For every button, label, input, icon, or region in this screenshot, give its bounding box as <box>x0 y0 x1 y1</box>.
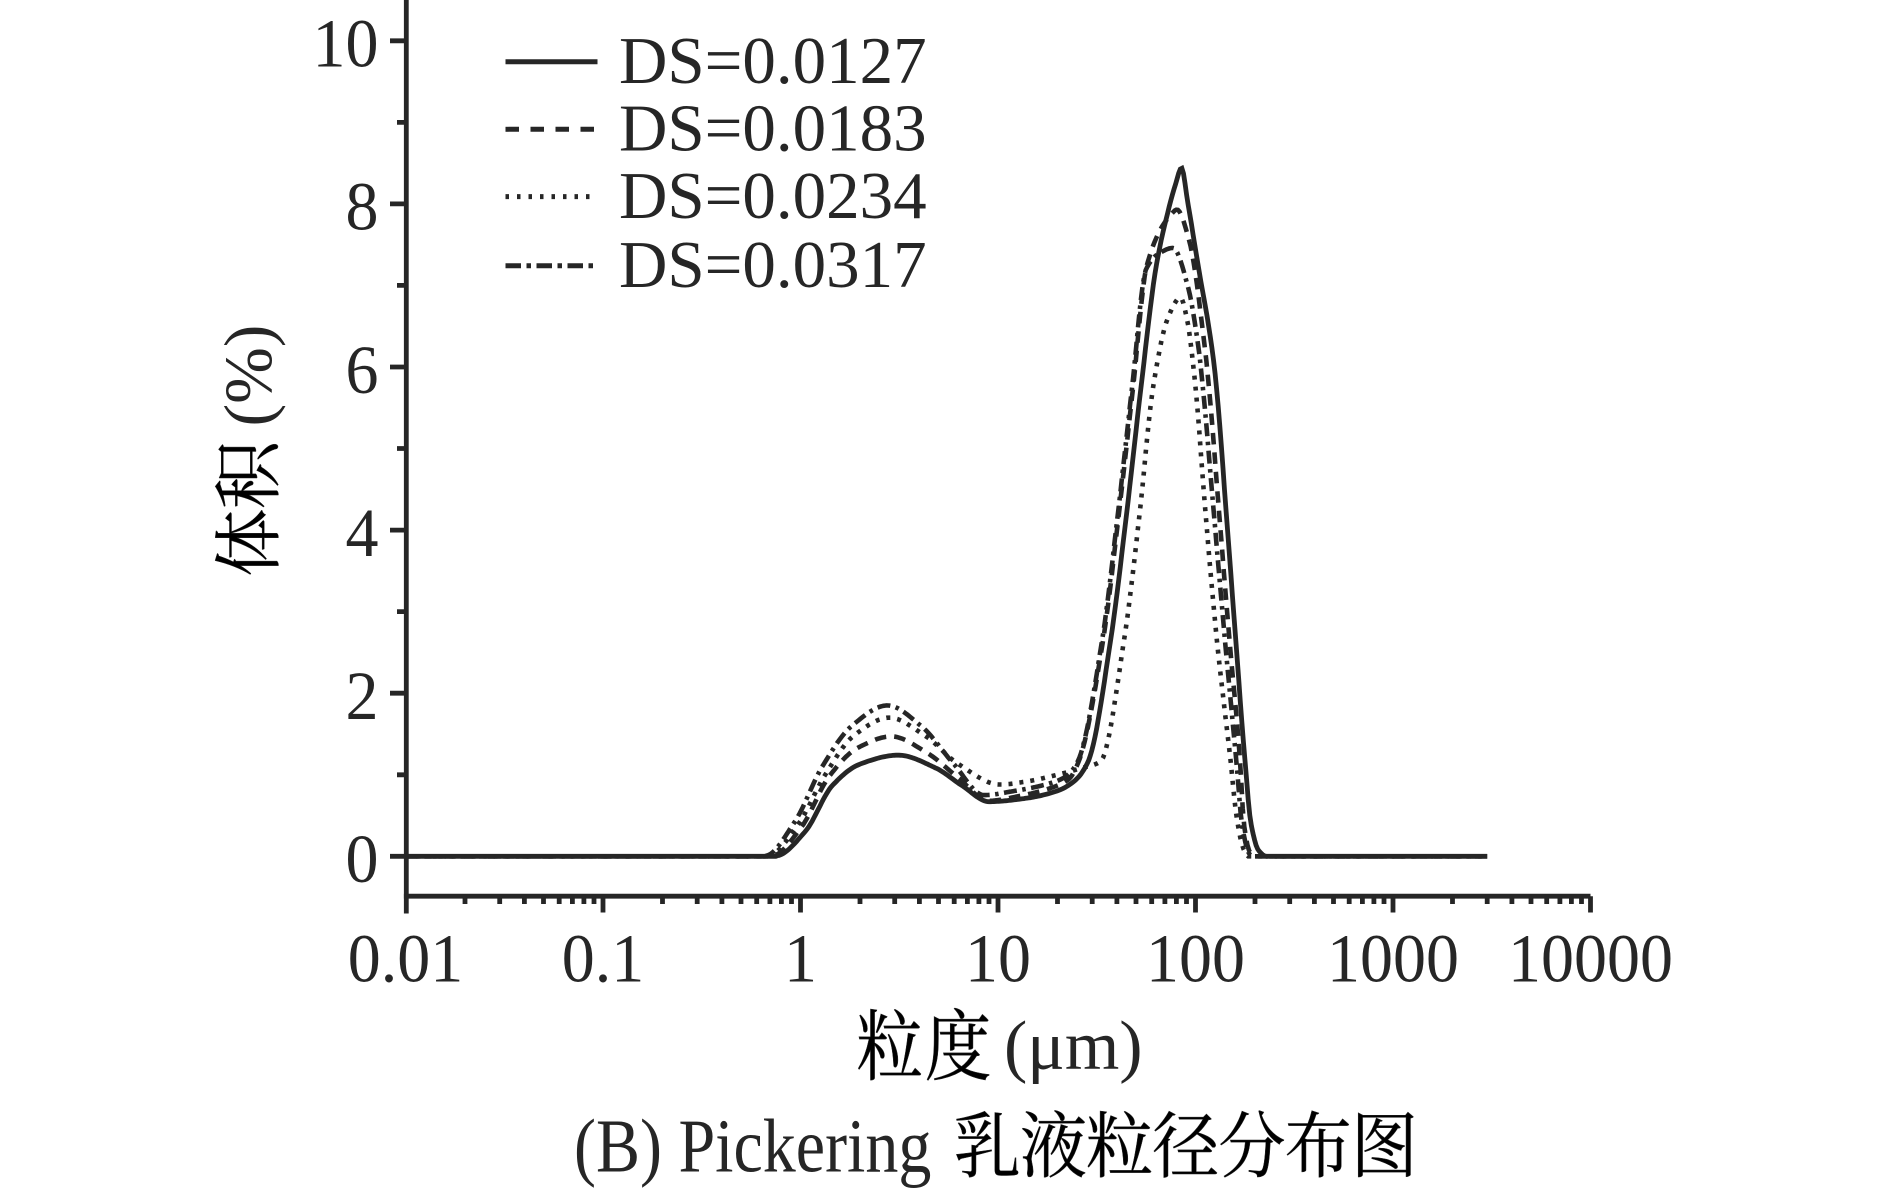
svg-text:DS=0.0234: DS=0.0234 <box>619 159 927 233</box>
svg-text:10000: 10000 <box>1508 920 1673 997</box>
svg-text:8: 8 <box>346 168 379 245</box>
svg-text:4: 4 <box>346 495 379 572</box>
svg-text:(%): (%) <box>210 325 286 427</box>
svg-text:DS=0.0183: DS=0.0183 <box>619 92 927 166</box>
svg-text:100: 100 <box>1146 920 1245 997</box>
svg-text:0.01: 0.01 <box>348 920 463 997</box>
svg-text:0.1: 0.1 <box>562 920 644 997</box>
svg-text:DS=0.0127: DS=0.0127 <box>619 24 927 98</box>
svg-text:(B) Pickering: (B) Pickering <box>574 1105 931 1188</box>
svg-text:DS=0.0317: DS=0.0317 <box>619 228 927 302</box>
svg-text:0: 0 <box>346 821 379 898</box>
svg-text:10: 10 <box>965 920 1031 997</box>
svg-text:2: 2 <box>346 658 379 735</box>
svg-text:10: 10 <box>313 5 379 82</box>
svg-text:6: 6 <box>346 331 379 408</box>
svg-text:(μm): (μm) <box>1004 1008 1143 1085</box>
svg-text:1000: 1000 <box>1327 920 1459 997</box>
svg-text:1: 1 <box>784 920 817 997</box>
